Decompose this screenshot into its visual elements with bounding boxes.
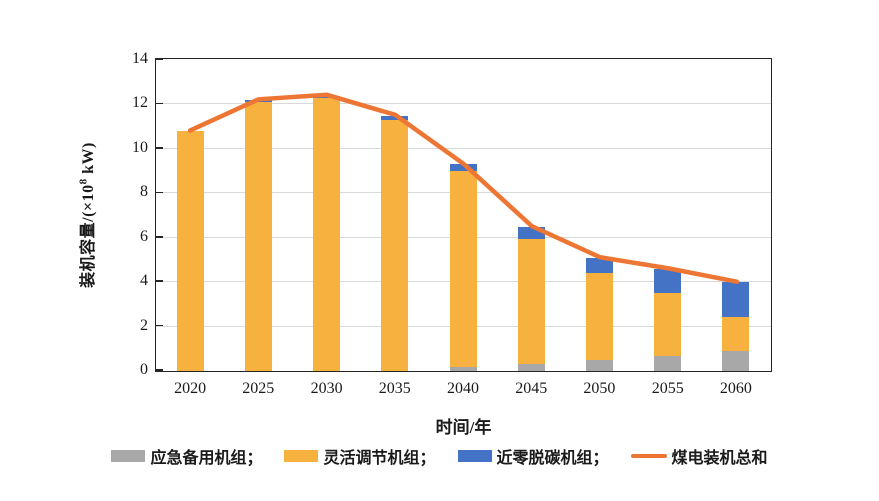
y-axis-tick-label: 14 xyxy=(132,50,148,67)
bar-segment-series-0 xyxy=(654,355,682,371)
gray-swatch-icon xyxy=(111,450,146,462)
legend: 应急备用机组； 灵活调节机组； 近零脱碳机组； 煤电装机总和 xyxy=(0,444,879,468)
y-axis-title-text: 装机容量/(×10 xyxy=(80,184,97,288)
legend-label: 近零脱碳机组； xyxy=(496,450,609,467)
y-axis-tick xyxy=(156,147,163,149)
x-axis-tick-label: 2060 xyxy=(719,380,752,397)
legend-label: 煤电装机总和 xyxy=(671,450,768,467)
total-line xyxy=(187,92,740,284)
bar-segment-series-1 xyxy=(176,131,204,371)
bar-segment-series-2 xyxy=(722,282,750,317)
gridline xyxy=(156,103,771,105)
legend-item-emergency-backup: 应急备用机组； xyxy=(111,444,262,468)
x-axis-tick-label: 2050 xyxy=(583,380,616,397)
bar-segment-series-2 xyxy=(654,268,682,294)
bar-segment-series-1 xyxy=(517,238,545,365)
x-axis-tick-label: 2040 xyxy=(447,380,479,397)
bar-segment-series-1 xyxy=(381,120,409,371)
y-axis-tick-label: 10 xyxy=(132,138,148,156)
y-axis-tick-label: 0 xyxy=(140,361,148,378)
bar-segment-series-0 xyxy=(722,351,750,371)
x-axis-title: 时间/年 xyxy=(435,418,492,437)
bar-segment-series-1 xyxy=(313,97,341,371)
blue-swatch-icon xyxy=(457,450,492,462)
bar-segment-series-1 xyxy=(654,293,682,356)
bar-segment-series-1 xyxy=(722,316,750,351)
x-axis-tick-label: 2045 xyxy=(515,380,548,397)
bar-segment-series-0 xyxy=(449,366,477,371)
bar-segment-series-1 xyxy=(244,102,272,371)
y-axis-tick-label: 8 xyxy=(140,183,148,201)
legend-label: 灵活调节机组； xyxy=(323,450,436,467)
bar-segment-series-1 xyxy=(449,171,477,367)
y-axis-tick-label: 2 xyxy=(140,316,148,334)
legend-label: 应急备用机组； xyxy=(150,450,263,467)
y-axis-tick-label: 4 xyxy=(140,272,148,290)
y-axis-tick xyxy=(156,236,163,238)
y-axis-tick-label: 12 xyxy=(132,94,148,112)
bar-segment-series-2 xyxy=(449,164,477,172)
y-axis-title-unit: kW) xyxy=(80,142,97,179)
legend-item-coal-total: 煤电装机总和 xyxy=(630,444,768,468)
orange-line-swatch-icon xyxy=(630,454,667,458)
y-axis-title: 装机容量/(×108 kW) xyxy=(74,142,98,288)
y-axis-tick xyxy=(156,280,163,282)
y-axis-tick-label: 6 xyxy=(140,227,148,245)
gridline xyxy=(156,147,771,149)
y-axis-tick xyxy=(156,58,163,60)
x-axis-tick-label: 2055 xyxy=(651,380,684,397)
yellow-swatch-icon xyxy=(284,450,319,462)
bar-segment-series-2 xyxy=(381,115,409,120)
x-axis-tick-label: 2025 xyxy=(242,380,275,397)
x-axis-tick-label: 2020 xyxy=(174,380,207,397)
y-axis-tick xyxy=(156,102,163,105)
plot-area: 0 2 4 6 8 10 12 14 2020 2025 2030 2035 2040 2045 2050 2… xyxy=(132,51,772,397)
plot-area-inner: 0 2 4 6 8 10 12 14 2020 2025 2030 2035 2040 2045 2050 2… xyxy=(132,51,771,397)
y-axis-tick xyxy=(156,191,163,193)
y-axis-tick xyxy=(156,369,163,371)
x-axis-tick-label: 2030 xyxy=(310,380,343,397)
y-axis-title-superscript: 8 xyxy=(77,178,90,185)
legend-item-flexible-regulation: 灵活调节机组； xyxy=(284,444,436,468)
bar-segment-series-2 xyxy=(585,257,613,274)
bar-segment-series-0 xyxy=(517,364,545,371)
bar-segment-series-1 xyxy=(585,273,613,360)
y-axis-tick xyxy=(156,324,163,327)
x-axis-tick-label: 2035 xyxy=(378,380,411,397)
legend-item-near-zero-decarbon: 近零脱碳机组； xyxy=(457,444,609,468)
bar-segment-series-0 xyxy=(585,359,613,371)
